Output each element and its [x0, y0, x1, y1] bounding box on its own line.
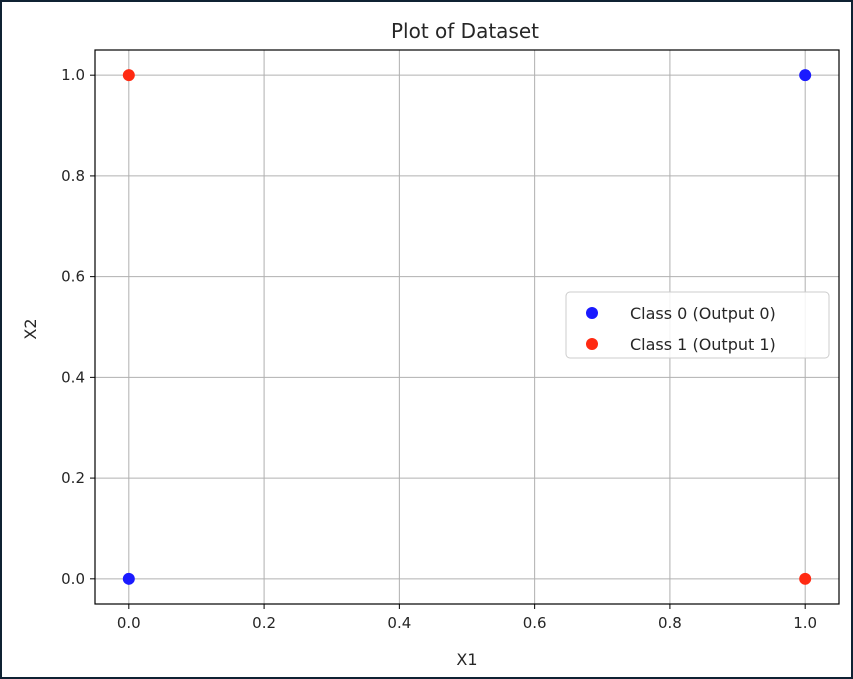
class-1-point	[799, 572, 812, 585]
y-tick-label: 0.4	[61, 368, 85, 386]
legend-label-class-0: Class 0 (Output 0)	[630, 304, 776, 323]
class-0-point	[122, 572, 135, 585]
class-0-point	[799, 69, 812, 82]
y-tick-label: 1.0	[61, 66, 85, 84]
legend-label-class-1: Class 1 (Output 1)	[630, 335, 776, 354]
class-1-point	[122, 69, 135, 82]
x-tick-label: 0.2	[252, 614, 276, 632]
x-axis-ticks: 0.0 0.2 0.4 0.6 0.8 1.0	[117, 604, 817, 632]
legend-box	[565, 291, 830, 359]
y-axis-ticks: 0.0 0.2 0.4 0.6 0.8 1.0	[61, 66, 95, 588]
x-axis-label: X1	[456, 650, 477, 669]
data-points	[122, 69, 812, 585]
legend-marker-class-0	[586, 307, 598, 319]
x-tick-label: 0.0	[117, 614, 141, 632]
y-axis-label: X2	[21, 318, 40, 339]
x-tick-label: 0.4	[387, 614, 411, 632]
y-tick-label: 0.0	[61, 570, 85, 588]
x-tick-label: 0.8	[658, 614, 682, 632]
plot-area-border	[94, 49, 840, 605]
legend: Class 0 (Output 0) Class 1 (Output 1)	[565, 291, 830, 359]
chart-title: Plot of Dataset	[391, 19, 539, 43]
x-tick-label: 0.6	[523, 614, 547, 632]
x-tick-label: 1.0	[793, 614, 817, 632]
y-tick-label: 0.8	[61, 167, 85, 185]
y-tick-label: 0.6	[61, 268, 85, 286]
legend-marker-class-1	[586, 338, 598, 350]
y-tick-label: 0.2	[61, 469, 85, 487]
